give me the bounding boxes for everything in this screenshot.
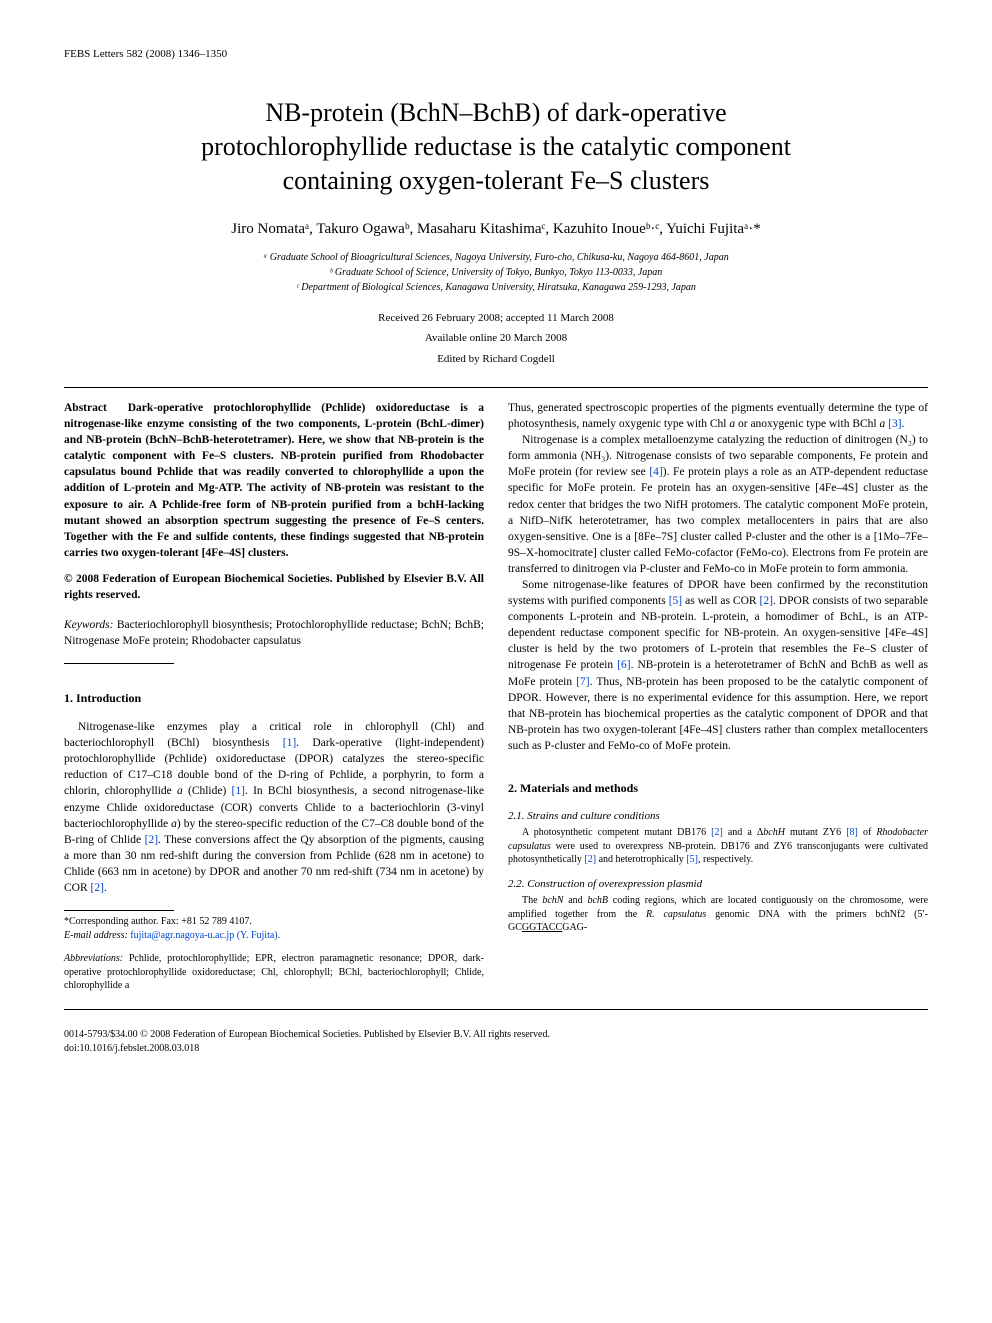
section-2-1-text: A photosynthetic competent mutant DB176 … bbox=[508, 826, 928, 867]
ref-link-2c[interactable]: [2] bbox=[760, 595, 773, 607]
keywords-label: Keywords: bbox=[64, 619, 113, 631]
col2-paragraph-1: Thus, generated spectroscopic properties… bbox=[508, 400, 928, 432]
section-2-heading: 2. Materials and methods bbox=[508, 780, 928, 797]
ref-link-8[interactable]: [8] bbox=[846, 827, 858, 838]
section-2-2-heading: 2.2. Construction of overexpression plas… bbox=[508, 877, 928, 892]
ref-link-5b[interactable]: [5] bbox=[686, 854, 698, 865]
page-footer: 0014-5793/$34.00 © 2008 Federation of Eu… bbox=[64, 1028, 928, 1056]
article-dates: Received 26 February 2008; accepted 11 M… bbox=[64, 309, 928, 349]
abbreviations-text: Pchlide, protochlorophyllide; EPR, elect… bbox=[64, 953, 484, 991]
intro-paragraph-1: Nitrogenase-like enzymes play a critical… bbox=[64, 719, 484, 896]
col2-paragraph-2: Nitrogenase is a complex metalloenzyme c… bbox=[508, 432, 928, 577]
date-online: Available online 20 March 2008 bbox=[64, 329, 928, 349]
ref-link-4[interactable]: [4] bbox=[649, 466, 662, 478]
affiliation-c: ᶜ Department of Biological Sciences, Kan… bbox=[64, 280, 928, 295]
ref-link-1b[interactable]: [1] bbox=[232, 785, 245, 797]
abstract-block: Abstract Dark-operative protochlorophyll… bbox=[64, 400, 484, 561]
editor-line: Edited by Richard Cogdell bbox=[64, 353, 928, 365]
abbreviations-footnote: Abbreviations: Pchlide, protochlorophyll… bbox=[64, 952, 484, 993]
ref-link-1[interactable]: [1] bbox=[283, 737, 296, 749]
ref-link-5[interactable]: [5] bbox=[669, 595, 682, 607]
journal-header: FEBS Letters 582 (2008) 1346–1350 bbox=[64, 48, 928, 60]
ref-link-2e[interactable]: [2] bbox=[584, 854, 596, 865]
title-line-1: NB-protein (BchN–BchB) of dark-operative bbox=[265, 98, 726, 127]
section-2-1-heading: 2.1. Strains and culture conditions bbox=[508, 809, 928, 824]
abbreviations-label: Abbreviations: bbox=[64, 953, 123, 964]
affiliation-a: ᵃ Graduate School of Bioagricultural Sci… bbox=[64, 250, 928, 265]
ref-link-6[interactable]: [6] bbox=[617, 659, 630, 671]
two-column-body: Abstract Dark-operative protochlorophyll… bbox=[64, 400, 928, 993]
footer-doi: doi:10.1016/j.febslet.2008.03.018 bbox=[64, 1042, 928, 1056]
footnote-divider bbox=[64, 910, 174, 911]
abstract-label: Abstract bbox=[64, 402, 107, 414]
date-received: Received 26 February 2008; accepted 11 M… bbox=[64, 309, 928, 329]
right-column: Thus, generated spectroscopic properties… bbox=[508, 400, 928, 993]
abstract-text: Dark-operative protochlorophyllide (Pchl… bbox=[64, 402, 484, 559]
footer-issn: 0014-5793/$34.00 © 2008 Federation of Eu… bbox=[64, 1028, 928, 1042]
author-list: Jiro Nomataᵃ, Takuro Ogawaᵇ, Masaharu Ki… bbox=[64, 221, 928, 238]
article-title: NB-protein (BchN–BchB) of dark-operative… bbox=[64, 96, 928, 197]
email-link[interactable]: fujita@agr.nagoya-u.ac.jp (Y. Fujita). bbox=[130, 930, 280, 941]
ref-link-2b[interactable]: [2] bbox=[91, 882, 104, 894]
email-label: E-mail address: bbox=[64, 930, 128, 941]
title-line-2: protochlorophyllide reductase is the cat… bbox=[201, 132, 791, 161]
affiliation-b: ᵇ Graduate School of Science, University… bbox=[64, 265, 928, 280]
header-divider bbox=[64, 387, 928, 388]
ref-link-2d[interactable]: [2] bbox=[711, 827, 723, 838]
ref-link-7[interactable]: [7] bbox=[576, 676, 589, 688]
ref-link-3[interactable]: [3] bbox=[888, 418, 901, 430]
footer-divider bbox=[64, 1009, 928, 1010]
keywords-text: Bacteriochlorophyll biosynthesis; Protoc… bbox=[64, 619, 484, 647]
title-line-3: containing oxygen-tolerant Fe–S clusters bbox=[283, 166, 710, 195]
section-2-2-text: The bchN and bchB coding regions, which … bbox=[508, 894, 928, 935]
keywords-block: Keywords: Bacteriochlorophyll biosynthes… bbox=[64, 617, 484, 649]
affiliations: ᵃ Graduate School of Bioagricultural Sci… bbox=[64, 250, 928, 295]
keywords-divider bbox=[64, 663, 174, 664]
section-1-heading: 1. Introduction bbox=[64, 690, 484, 707]
col2-paragraph-3: Some nitrogenase-like features of DPOR h… bbox=[508, 577, 928, 754]
corresponding-author-footnote: *Corresponding author. Fax: +81 52 789 4… bbox=[64, 915, 484, 942]
left-column: Abstract Dark-operative protochlorophyll… bbox=[64, 400, 484, 993]
corresponding-email-line: E-mail address: fujita@agr.nagoya-u.ac.j… bbox=[64, 929, 484, 943]
corresponding-fax: *Corresponding author. Fax: +81 52 789 4… bbox=[64, 915, 484, 929]
abstract-copyright: © 2008 Federation of European Biochemica… bbox=[64, 571, 484, 603]
ref-link-2[interactable]: [2] bbox=[145, 834, 158, 846]
